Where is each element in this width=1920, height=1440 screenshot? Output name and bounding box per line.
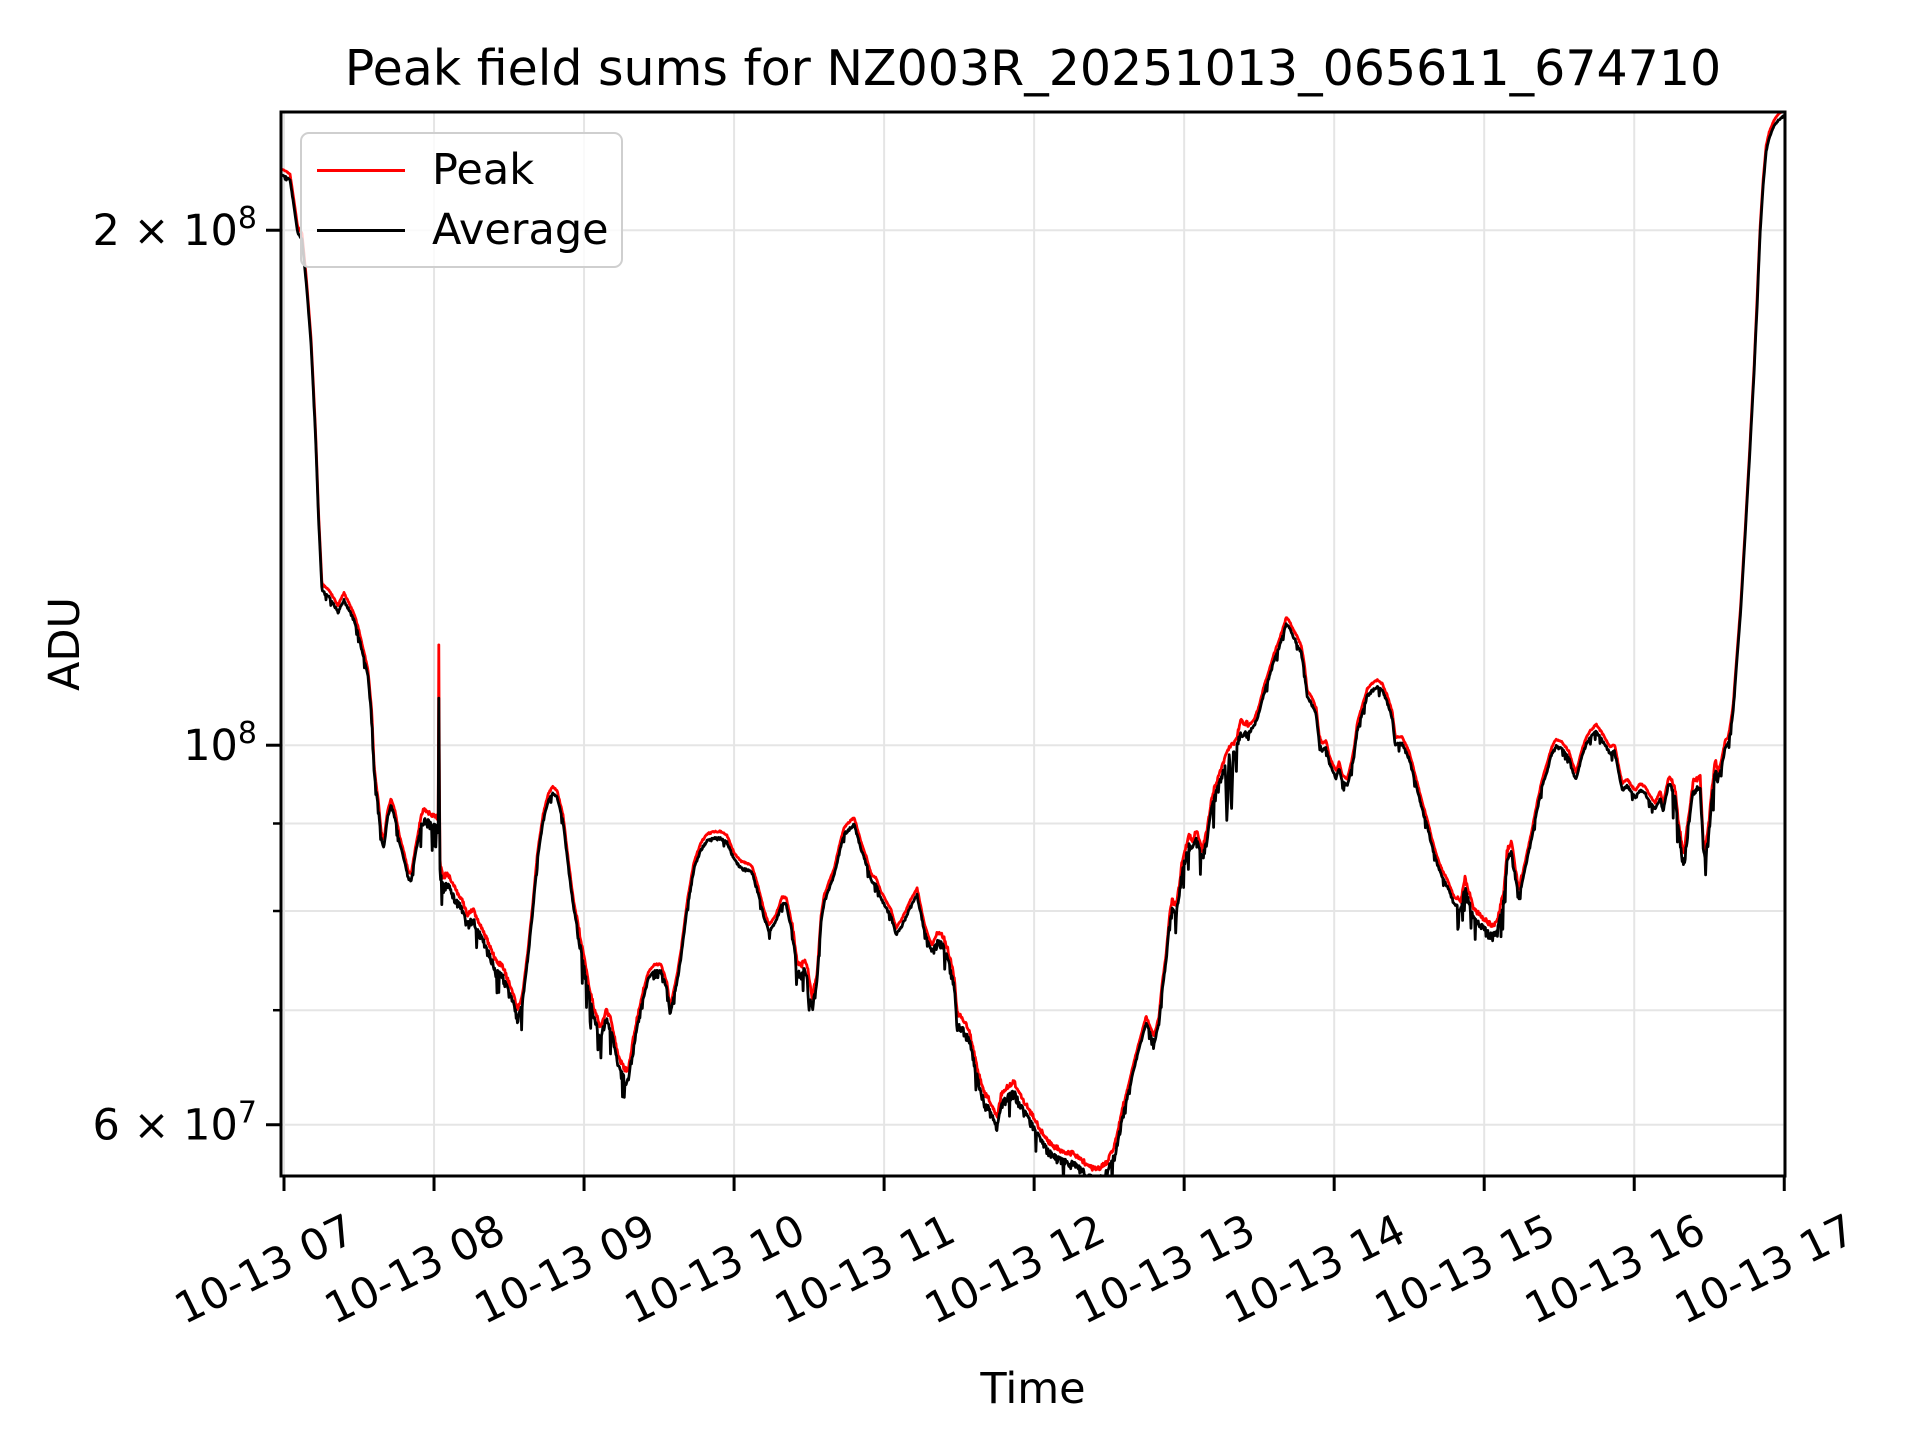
x-axis-label: Time	[980, 1364, 1086, 1414]
y-tick-label: 6 × 107	[92, 1096, 257, 1151]
gridlines	[281, 112, 1786, 1176]
y-tick-label: 2 × 108	[92, 201, 257, 256]
y-tick-label: 108	[183, 716, 257, 771]
chart-title: Peak field sums for NZ003R_20251013_0656…	[344, 40, 1722, 97]
average-series-line	[281, 113, 1785, 1176]
peak-line-swatch	[317, 168, 405, 172]
legend-label-peak: Peak	[432, 144, 535, 195]
legend-label-average: Average	[432, 204, 609, 255]
legend-item-peak: Peak	[302, 144, 621, 195]
legend: Peak Average	[300, 132, 623, 268]
average-line-swatch	[317, 228, 405, 232]
legend-item-average: Average	[302, 204, 621, 255]
axes-spines	[279, 110, 1787, 1178]
axis-ticks	[266, 228, 1786, 1191]
